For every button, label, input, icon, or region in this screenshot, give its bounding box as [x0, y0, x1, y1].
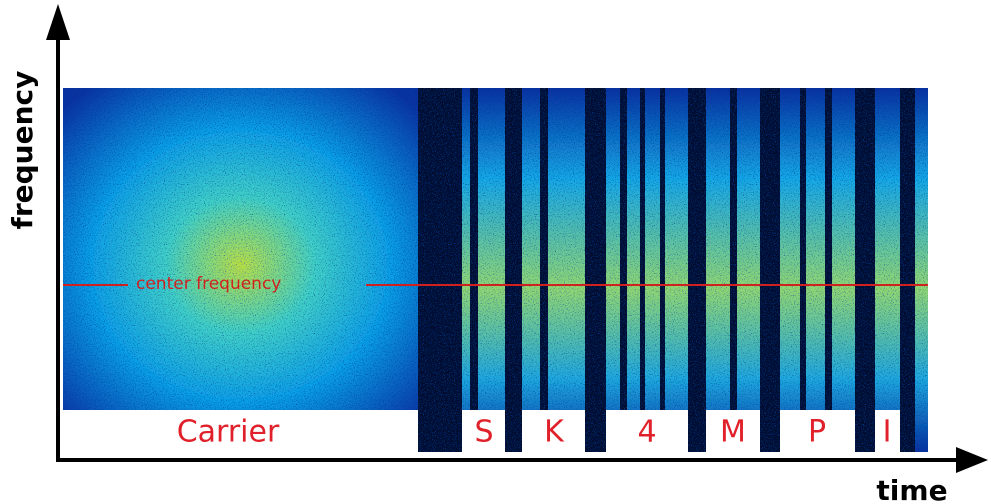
x-axis-label: time	[876, 474, 947, 504]
y-axis-label: frequency	[6, 71, 39, 230]
message-spectrum	[418, 88, 928, 452]
carrier-spectrum	[63, 88, 418, 410]
y-arrow	[46, 4, 70, 40]
segment-label: S	[474, 415, 493, 450]
diagram: Carrier S K 4 M P I center frequency fre…	[0, 0, 991, 504]
spectrogram	[63, 88, 928, 452]
segment-label: K	[544, 415, 565, 450]
center-frequency-label: center frequency	[136, 274, 281, 294]
segment-label: I	[883, 415, 892, 450]
segment-label: M	[720, 415, 746, 450]
segment-label: P	[808, 415, 826, 450]
segment-label: 4	[637, 415, 656, 450]
x-arrow	[956, 447, 988, 473]
segment-label: Carrier	[177, 415, 280, 450]
